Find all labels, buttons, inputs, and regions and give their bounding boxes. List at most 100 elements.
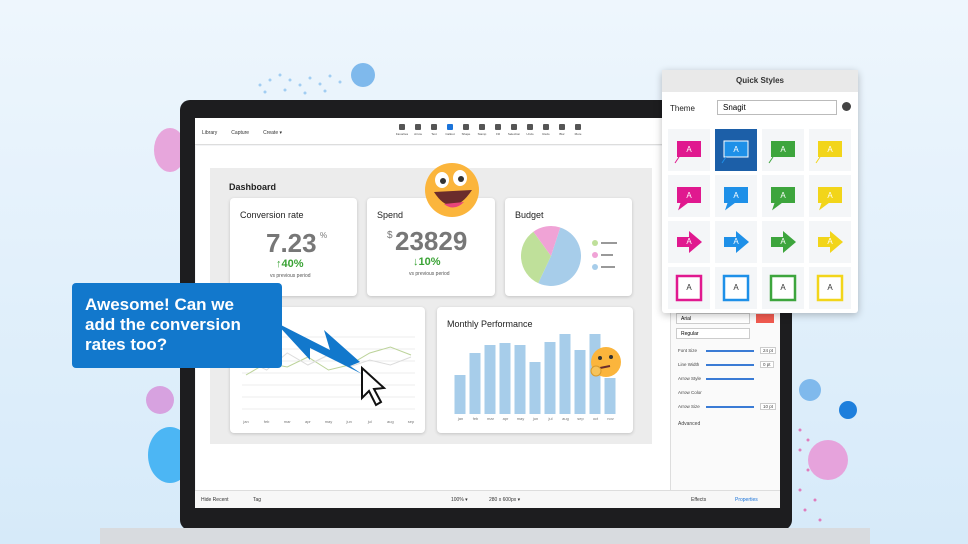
tool-label: Text	[431, 132, 437, 136]
tool-label: Shape	[461, 132, 471, 136]
tool-icon	[479, 124, 485, 130]
size[interactable]: 280 x 600px ▾	[489, 497, 521, 503]
x-tick-label: aug	[387, 419, 394, 424]
tool[interactable]: Undo	[524, 124, 536, 136]
tile-label: A	[686, 237, 692, 246]
tile-label: A	[686, 145, 692, 154]
tool-icon	[559, 124, 565, 130]
bar	[514, 345, 526, 414]
callout-line: Awesome! Can we	[85, 295, 234, 314]
property-control[interactable]	[706, 378, 754, 380]
box	[722, 274, 750, 302]
status-item[interactable]: Tag	[253, 497, 262, 503]
toolbar-item[interactable]: Library	[202, 130, 218, 136]
zoom[interactable]: 100% ▾	[451, 497, 468, 503]
tool[interactable]: Fill	[492, 124, 504, 136]
tool-label: Callout	[445, 132, 455, 136]
status-item[interactable]: Hide Recent	[201, 497, 229, 503]
x-tick-label: may	[325, 419, 333, 424]
card-title: Spend	[377, 210, 404, 220]
tool[interactable]: Stamp	[476, 124, 488, 136]
status-item[interactable]: Properties	[735, 497, 758, 503]
tile-label: A	[686, 191, 692, 200]
tool-label: Undo	[526, 132, 534, 136]
balloon-tail	[768, 156, 774, 164]
tool[interactable]: Arrow	[412, 124, 424, 136]
balloon-tail	[725, 202, 736, 211]
x-tick-label: apr	[503, 416, 509, 421]
tile-label: A	[827, 145, 833, 154]
tile-label: A	[827, 237, 833, 246]
bar	[544, 342, 556, 414]
tool[interactable]: Callout	[444, 124, 456, 136]
x-tick-label: nov	[607, 416, 613, 421]
property-control[interactable]	[706, 406, 754, 408]
tool-label: Selection	[507, 132, 521, 136]
balloon	[677, 141, 701, 157]
style-grid: A A A A A A A A A A A A A A A A	[668, 129, 851, 309]
tool-label: Fill	[496, 132, 500, 136]
card-title: Conversion rate	[240, 210, 304, 220]
tool-icon	[527, 124, 533, 130]
x-tick-label: mar	[487, 416, 495, 421]
tool[interactable]: Selection	[508, 124, 520, 136]
balloon-tail	[678, 202, 689, 211]
tile-label: A	[827, 191, 833, 200]
tile-label: A	[827, 283, 833, 292]
box	[675, 274, 703, 302]
tile-label: A	[733, 191, 739, 200]
font-color[interactable]	[756, 314, 774, 323]
bar	[454, 375, 466, 414]
property-label: Arrow Style	[678, 376, 702, 381]
settings-icon[interactable]	[842, 102, 851, 111]
tool[interactable]: Text	[428, 124, 440, 136]
property-control[interactable]	[706, 350, 754, 352]
advanced[interactable]: Advanced	[678, 421, 701, 427]
property-control[interactable]	[706, 364, 754, 366]
property-control[interactable]	[706, 392, 754, 394]
status-item[interactable]: Effects	[691, 497, 707, 503]
toolbar-item[interactable]: Create ▾	[263, 130, 282, 136]
tool-label: Blur	[559, 132, 565, 136]
tool[interactable]: Favorites	[396, 124, 408, 136]
kpi-note: vs previous period	[270, 273, 311, 279]
kpi-value: 7.23	[266, 228, 317, 258]
theme-select[interactable]: Snagit	[717, 100, 837, 115]
tile-label: A	[780, 145, 786, 154]
x-tick-label: oct	[593, 416, 599, 421]
tool[interactable]: More	[572, 124, 584, 136]
tool[interactable]: Redo	[540, 124, 552, 136]
balloon-tail	[721, 156, 727, 164]
tool[interactable]: Shape	[460, 124, 472, 136]
emoji	[425, 163, 479, 217]
x-tick-label: aug	[562, 416, 569, 421]
toolbar-left: Library Capture Create ▾	[202, 130, 282, 136]
bar	[469, 353, 481, 414]
tile-label: A	[686, 283, 692, 292]
tool-icon	[447, 124, 453, 130]
bar	[604, 378, 616, 414]
tile-label: A	[780, 237, 786, 246]
bar	[574, 350, 586, 414]
toolbar-item[interactable]: Capture	[231, 130, 250, 136]
pie-slice	[521, 231, 551, 284]
x-tick-label: feb	[473, 416, 479, 421]
conversion-card: Conversion rate 7.23 % ↑40% vs previous …	[230, 198, 357, 296]
card-title: Monthly Performance	[447, 319, 533, 329]
tile-label: A	[733, 283, 739, 292]
property-row: Arrow Size 10 pt	[678, 402, 778, 416]
kpi-change: ↑40%	[276, 258, 304, 270]
weight-select[interactable]: Regular	[676, 328, 750, 339]
font-select[interactable]: Arial	[676, 313, 750, 324]
x-tick-label: jul	[367, 419, 372, 424]
property-row: Arrow Color	[678, 388, 778, 402]
tool-icon	[495, 124, 501, 130]
theme-label: Theme	[670, 104, 695, 113]
callout-shape	[72, 283, 387, 407]
tool[interactable]: Blur	[556, 124, 568, 136]
emoji	[590, 347, 621, 377]
pie-chart	[521, 226, 617, 286]
kpi-currency: $	[387, 230, 393, 241]
tool-icon	[575, 124, 581, 130]
